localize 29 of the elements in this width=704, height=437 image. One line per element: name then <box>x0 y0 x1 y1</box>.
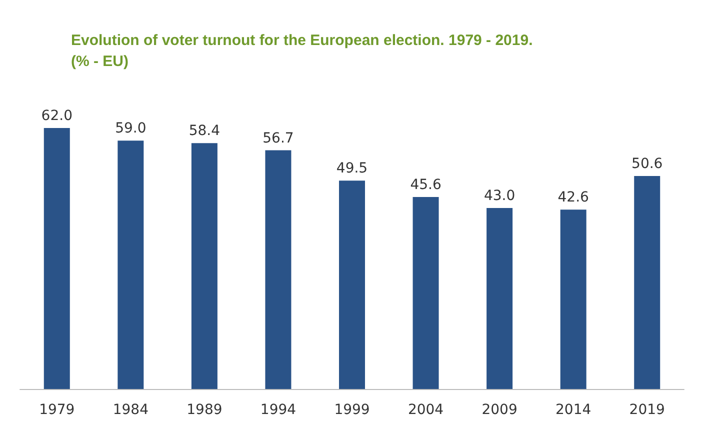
x-tick-label: 2009 <box>482 402 518 418</box>
bar <box>44 128 70 389</box>
data-label: 45.6 <box>410 177 442 194</box>
bar <box>412 197 439 389</box>
chart-title: Evolution of voter turnout for the European election. 1979 - 2019. <box>71 32 533 49</box>
x-tick-label: 1989 <box>186 402 222 418</box>
data-label: 42.6 <box>558 190 590 206</box>
x-tick-label: 1994 <box>260 402 296 418</box>
x-tick-label: 2019 <box>629 402 665 418</box>
data-label: 49.5 <box>336 160 368 177</box>
bar <box>634 176 660 389</box>
x-tick-label: 1979 <box>39 402 75 418</box>
x-tick-label: 2004 <box>408 402 444 418</box>
bar <box>118 140 144 389</box>
bar <box>191 143 218 389</box>
data-label: 59.0 <box>115 120 146 137</box>
bar <box>265 150 292 389</box>
bar <box>560 210 586 389</box>
data-label: 56.7 <box>262 130 294 146</box>
data-label: 43.0 <box>484 188 516 204</box>
bar <box>486 208 513 389</box>
data-label: 62.0 <box>41 108 72 124</box>
x-tick-label: 1999 <box>334 402 370 418</box>
chart-subtitle: (% - EU) <box>71 53 128 70</box>
data-label: 50.6 <box>632 156 663 172</box>
data-label: 58.4 <box>188 123 220 140</box>
x-tick-label: 2014 <box>556 402 592 418</box>
x-tick-label: 1984 <box>112 402 149 418</box>
bar <box>339 180 365 389</box>
